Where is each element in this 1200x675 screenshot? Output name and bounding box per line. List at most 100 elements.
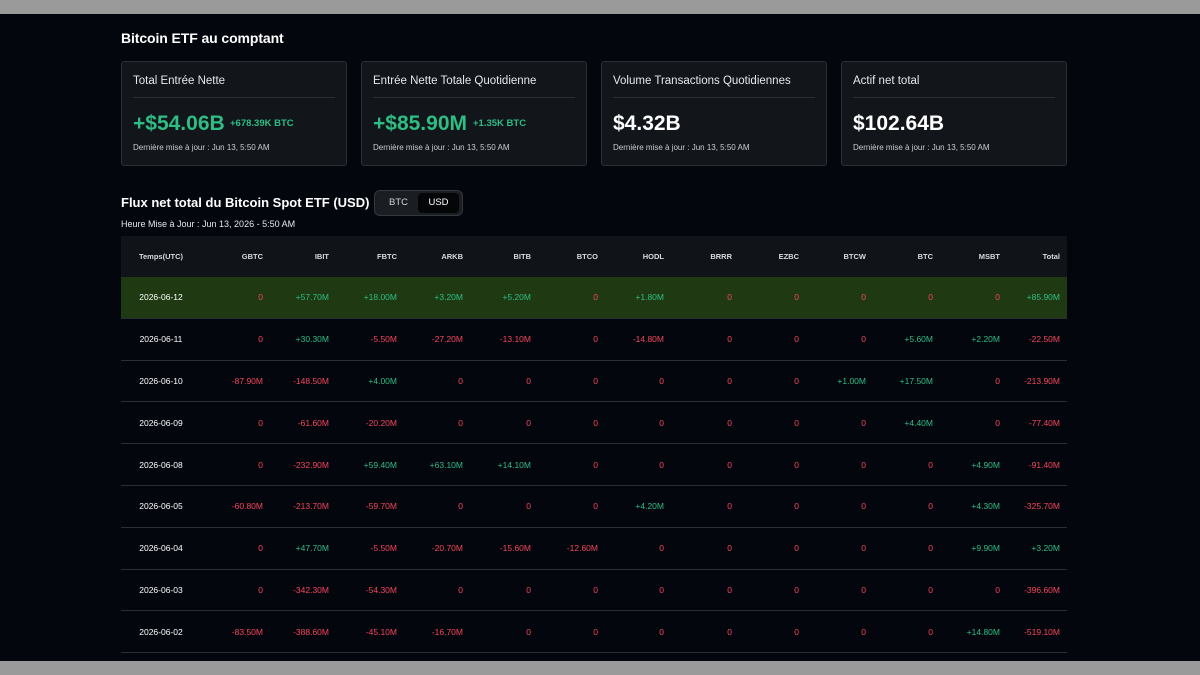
flow-cell-msbt: +14.80M: [966, 626, 1000, 637]
table-row[interactable]: 2026-06-09 0 -61.60M -20.20M 0 0 0 0 0 0 0 +4.40M 0 -…: [121, 402, 1067, 445]
column-header-ezbc: EZBC: [778, 252, 799, 261]
flow-cell-brrr: 0: [727, 501, 732, 512]
section-title: Bitcoin ETF au comptant: [121, 30, 284, 46]
flow-cell-btc: 0: [928, 626, 933, 637]
card-updated: Dernière mise à jour : Jun 13, 5:50 AM: [613, 143, 750, 152]
flow-cell-msbt: +9.90M: [971, 543, 1000, 554]
flow-cell-ibit: +30.30M: [295, 334, 329, 345]
table-row[interactable]: 2026-06-11 0 +30.30M -5.50M -27.20M -13.10M 0 -…: [121, 319, 1067, 361]
flow-cell-total: -77.40M: [1028, 417, 1060, 428]
row-date: 2026-06-08: [139, 459, 183, 470]
card-daily-net-inflow: Entrée Nette Totale Quotidienne +$85.90M…: [361, 61, 587, 166]
flow-cell-arkb: +3.20M: [434, 292, 463, 303]
flow-cell-fbtc: -45.10M: [365, 626, 397, 637]
flow-cell-hodl: 0: [659, 543, 664, 554]
flux-updated: Heure Mise à Jour : Jun 13, 2026 - 5:50 …: [121, 219, 296, 229]
flow-cell-btcw: 0: [861, 334, 866, 345]
flow-cell-btc: 0: [928, 459, 933, 470]
table-row[interactable]: 2026-06-04 0 +47.70M -5.50M -20.70M -15.60M -1…: [121, 528, 1067, 570]
flow-cell-msbt: +4.90M: [971, 459, 1000, 470]
flow-cell-fbtc: -5.50M: [370, 543, 397, 554]
table-row[interactable]: 2026-06-03 0 -342.30M -54.30M 0 0 0 0 0 0 0 0 0 -396.…: [121, 570, 1067, 612]
flow-cell-brrr: 0: [727, 543, 732, 554]
column-header-brrr: BRRR: [710, 252, 732, 261]
flow-cell-fbtc: -20.20M: [365, 417, 397, 428]
column-header-ibit: IBIT: [314, 252, 329, 261]
card-updated: Dernière mise à jour : Jun 13, 5:50 AM: [133, 143, 270, 152]
flow-cell-total: -519.10M: [1024, 626, 1060, 637]
table-row[interactable]: 2026-06-10 -87.90M -148.50M +4.00M 0 0 0 0 0 0 +1.…: [121, 361, 1067, 403]
flow-cell-btcw: 0: [861, 417, 866, 428]
column-header-msbt: MSBT: [978, 252, 1000, 261]
flow-cell-gbtc: 0: [258, 543, 263, 554]
toggle-btc-button[interactable]: BTC: [389, 197, 408, 208]
flow-cell-bitb: -13.10M: [499, 334, 531, 345]
column-header-btc: BTC: [917, 252, 933, 261]
flow-cell-ezbc: 0: [794, 417, 799, 428]
flow-cell-arkb: 0: [458, 375, 463, 386]
card-value: +$54.06B: [133, 112, 225, 135]
card-value: $102.64B: [853, 112, 945, 135]
flow-cell-ibit: -342.30M: [293, 584, 329, 595]
flow-cell-gbtc: 0: [258, 459, 263, 470]
flow-cell-total: +3.20M: [1031, 543, 1060, 554]
table-row[interactable]: 2026-06-12 0 +57.70M +18.00M +3.20M +5.20M 0 +1…: [121, 277, 1067, 319]
etf-dashboard: Bitcoin ETF au comptant Total Entrée Net…: [0, 14, 1200, 661]
flow-cell-arkb: 0: [458, 584, 463, 595]
flow-cell-ibit: +57.70M: [295, 292, 329, 303]
column-header-btco: BTCO: [576, 252, 598, 261]
column-header-arkb: ARKB: [441, 252, 463, 261]
card-total-net-assets: Actif net total $102.64B Dernière mise à…: [841, 61, 1067, 166]
flow-cell-bitb: 0: [526, 626, 531, 637]
table-row[interactable]: 2026-06-02 -83.50M -388.60M -45.10M -16.70M 0…: [121, 611, 1067, 654]
flow-cell-msbt: +2.20M: [971, 334, 1000, 345]
column-header-gbtc: GBTC: [241, 252, 263, 261]
card-total-net-inflow: Total Entrée Nette +$54.06B +678.39K BTC…: [121, 61, 347, 166]
flow-cell-msbt: 0: [995, 292, 1000, 303]
flow-cell-arkb: -20.70M: [431, 543, 463, 554]
flow-cell-btco: 0: [593, 292, 598, 303]
flow-cell-hodl: 0: [659, 459, 664, 470]
toggle-usd-button[interactable]: USD: [418, 193, 459, 213]
flow-cell-fbtc: +59.40M: [363, 459, 397, 470]
table-row[interactable]: 2026-06-08 0 -232.90M +59.40M +63.10M +14.10M…: [121, 444, 1067, 486]
flow-cell-brrr: 0: [727, 334, 732, 345]
flow-cell-btc: 0: [928, 292, 933, 303]
flow-cell-btco: 0: [593, 417, 598, 428]
flow-cell-gbtc: 0: [258, 334, 263, 345]
flow-cell-fbtc: -5.50M: [370, 334, 397, 345]
flow-cell-btcw: 0: [861, 501, 866, 512]
flow-cell-ezbc: 0: [794, 584, 799, 595]
flow-cell-ezbc: 0: [794, 292, 799, 303]
flow-cell-ezbc: 0: [794, 375, 799, 386]
flow-cell-bitb: 0: [526, 501, 531, 512]
flow-cell-ezbc: 0: [794, 626, 799, 637]
flow-cell-arkb: -16.70M: [431, 626, 463, 637]
card-value: $4.32B: [613, 112, 681, 135]
flow-cell-btco: 0: [593, 501, 598, 512]
flow-cell-hodl: 0: [659, 375, 664, 386]
card-divider: [373, 97, 575, 98]
flow-cell-btco: 0: [593, 626, 598, 637]
flow-cell-bitb: +14.10M: [497, 459, 531, 470]
flow-cell-ibit: -61.60M: [297, 417, 329, 428]
flow-cell-gbtc: -87.90M: [231, 375, 263, 386]
currency-toggle[interactable]: BTC USD: [374, 190, 463, 216]
flow-cell-hodl: +1.80M: [635, 292, 664, 303]
flow-cell-gbtc: -60.80M: [231, 501, 263, 512]
flow-cell-gbtc: 0: [258, 292, 263, 303]
flow-cell-ibit: -232.90M: [293, 459, 329, 470]
flow-cell-fbtc: -59.70M: [365, 501, 397, 512]
flow-cell-btc: +17.50M: [899, 375, 933, 386]
flux-title: Flux net total du Bitcoin Spot ETF (USD): [121, 195, 370, 210]
table-row[interactable]: 2026-06-05 -60.80M -213.70M -59.70M 0 0 0 +4.20…: [121, 486, 1067, 528]
flow-cell-btc: +5.60M: [904, 334, 933, 345]
flow-cell-total: -325.70M: [1024, 501, 1060, 512]
flow-cell-msbt: 0: [995, 375, 1000, 386]
flow-cell-arkb: -27.20M: [431, 334, 463, 345]
flow-cell-msbt: +4.30M: [971, 501, 1000, 512]
flow-cell-btcw: 0: [861, 459, 866, 470]
flow-cell-hodl: 0: [659, 626, 664, 637]
flow-cell-bitb: +5.20M: [502, 292, 531, 303]
column-header-fbtc: FBTC: [377, 252, 397, 261]
